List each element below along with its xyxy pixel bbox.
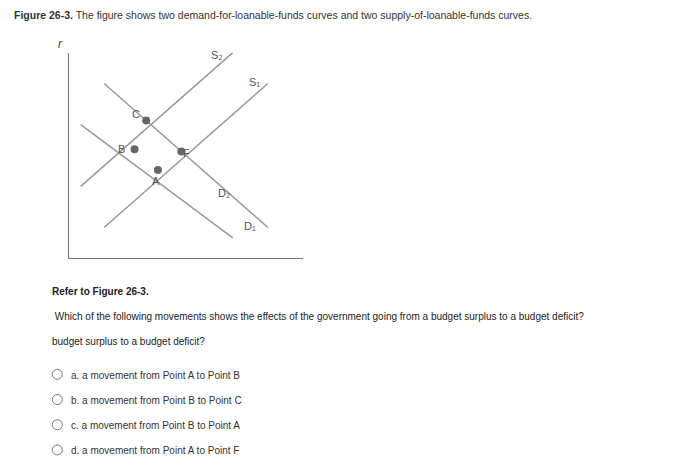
svg-text:budget surplus to a budget def: budget surplus to a budget deficit? [52, 336, 205, 347]
svg-text:a. a movement from Point A to: a. a movement from Point A to Point B [71, 370, 240, 381]
svg-text:r: r [58, 37, 63, 51]
svg-text:d. a movement from Point A to: d. a movement from Point A to Point F [71, 445, 239, 456]
svg-text:Refer to Figure 26-3.: Refer to Figure 26-3. [52, 286, 149, 297]
svg-text:A: A [152, 175, 160, 187]
svg-text:b. a movement from Point B to: b. a movement from Point B to Point C [71, 395, 242, 406]
svg-text:D₁: D₁ [244, 220, 256, 232]
svg-text:S₁: S₁ [249, 76, 260, 88]
svg-text:S₂: S₂ [211, 49, 223, 61]
svg-text:Figure 26-3. The figure shows: Figure 26-3. The figure shows two demand… [14, 9, 532, 21]
svg-text:c. a movement from Point B to: c. a movement from Point B to Point A [71, 420, 240, 431]
svg-text:Which of the following movemen: Which of the following movements shows t… [52, 311, 584, 322]
svg-text:C: C [132, 108, 140, 120]
svg-text:B: B [118, 143, 125, 155]
svg-text:D₂: D₂ [218, 187, 230, 199]
svg-text:F: F [183, 147, 190, 159]
